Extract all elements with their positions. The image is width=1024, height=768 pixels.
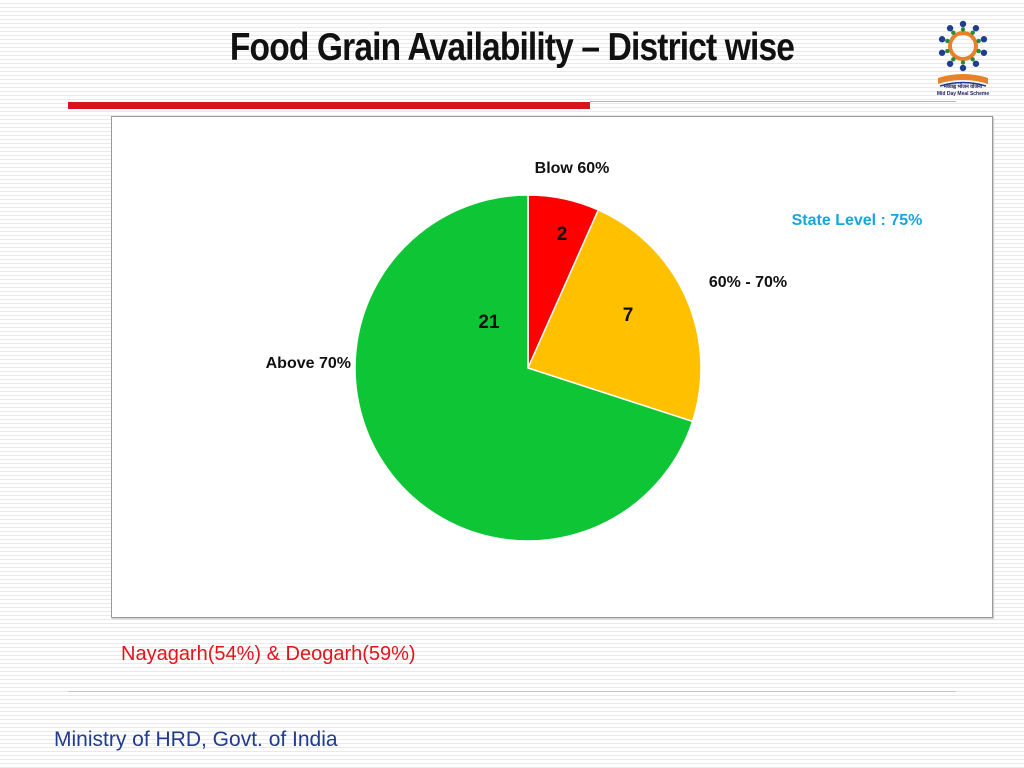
footer-text: Ministry of HRD, Govt. of India <box>54 728 338 751</box>
mid-day-meal-logo <box>926 16 1000 106</box>
title-rule-grey <box>590 101 956 102</box>
mid-day-meal-logo-icon <box>938 20 988 87</box>
data-label-above-70: 21 <box>478 312 500 333</box>
district-note: Nayagarh(54%) & Deogarh(59%) <box>121 643 416 665</box>
logo-hindi-text: मध्याह्न भोजन योजना <box>943 84 983 90</box>
category-label-below-60: Blow 60% <box>535 160 610 177</box>
slide-title: Food Grain Availability – District wise <box>229 26 795 69</box>
pie-slice-60-70 <box>526 208 702 423</box>
pie-slice-above-70 <box>354 194 694 542</box>
title-rule-red <box>68 102 590 109</box>
data-label-60-70: 7 <box>623 305 634 326</box>
data-label-below-60: 2 <box>557 224 568 245</box>
logo-english-text: Mid Day Meal Scheme <box>936 91 990 97</box>
category-label-60-70: 60% - 70% <box>709 274 787 291</box>
pie-chart: 2 7 21 Blow 60% 60% - 70% Above 70% State Leve… <box>111 116 993 618</box>
state-level-annotation: State Level : 75% <box>792 212 923 229</box>
pie-chart-svg: 2 7 21 Blow 60% 60% - 70% Above 70% State Leve… <box>266 160 923 542</box>
category-label-above-70: Above 70% <box>266 355 351 372</box>
footer-rule <box>68 691 956 692</box>
